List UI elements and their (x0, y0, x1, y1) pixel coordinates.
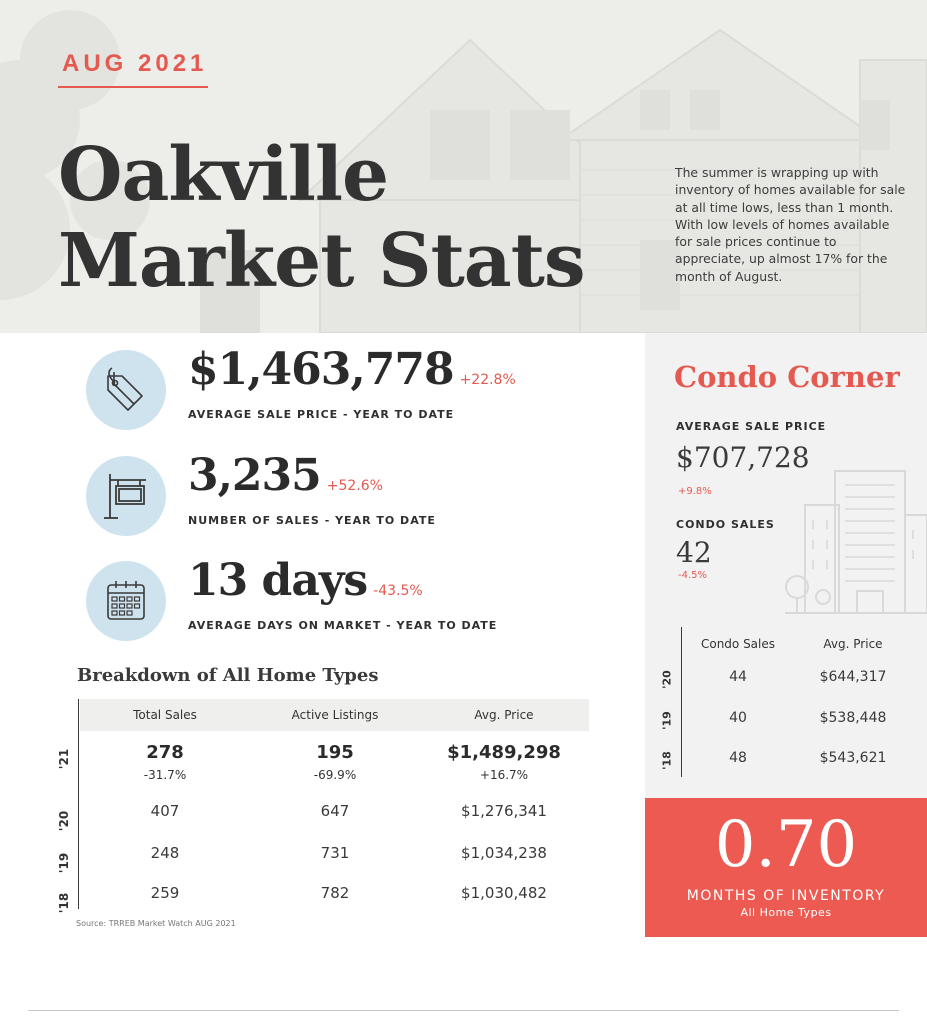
condo-sales-change: -4.5% (678, 570, 708, 581)
intro-paragraph: The summer is wrapping up with inventory… (675, 165, 906, 284)
table-cell: 195 (316, 742, 354, 763)
page-title: Oakville Market Stats (58, 132, 586, 304)
page-title-line2: Market Stats (58, 218, 586, 304)
stat-label: AVERAGE SALE PRICE - YEAR TO DATE (188, 408, 455, 421)
table-cell: 407 (150, 802, 180, 820)
table-cell: 647 (320, 802, 350, 820)
stat-number: 3,235 (188, 450, 322, 501)
condo-sales-label: CONDO SALES (676, 518, 775, 531)
column-header: Condo Sales (700, 637, 776, 651)
table-cell: $644,317 (819, 669, 887, 685)
table-cell: 48 (729, 750, 747, 766)
stat-label: AVERAGE DAYS ON MARKET - YEAR TO DATE (188, 619, 498, 632)
stat-value: 13 days -43.5% (188, 555, 423, 606)
condo-corner-title: Condo Corner (674, 360, 900, 394)
stat-average-sale-price: $1,463,778 +22.8% AVERAGE SALE PRICE - YE… (86, 344, 626, 432)
table-row: '20 44 $644,317 (645, 667, 927, 707)
table-cell: 40 (729, 710, 747, 726)
column-header: Avg. Price (474, 708, 534, 722)
stat-days-on-market: 13 days -43.5% AVERAGE DAYS ON MARKET - Y… (86, 555, 626, 643)
hero-banner: AUG 2021 Oakville Market Stats The summe… (0, 0, 927, 333)
inventory-value: 0.70 (714, 808, 858, 882)
condo-sales-value: 42 (676, 536, 712, 569)
column-header: Active Listings (291, 708, 379, 722)
cell-change: -31.7% (143, 768, 187, 782)
table-cell: 259 (150, 884, 180, 902)
table-row: '18 48 $543,621 (645, 748, 927, 788)
calendar-icon (86, 561, 166, 641)
stat-value: 3,235 +52.6% (188, 450, 383, 501)
table-row: '21 278 195 $1,489,298 -31.7% -69.9% +16… (57, 740, 589, 782)
table-cell: $543,621 (819, 750, 887, 766)
footer-divider (28, 1010, 899, 1011)
table-row: '20 407 647 $1,276,341 (57, 802, 589, 842)
price-tag-icon (86, 350, 166, 430)
row-year: '19 (57, 852, 71, 874)
table-cell: $1,030,482 (461, 884, 547, 902)
stat-value: $1,463,778 +22.8% (188, 344, 516, 395)
column-header: Avg. Price (823, 637, 883, 651)
stat-number-of-sales: 3,235 +52.6% NUMBER OF SALES - YEAR TO DA… (86, 450, 626, 538)
condo-avg-price-label: AVERAGE SALE PRICE (676, 420, 827, 433)
stat-change: +22.8% (459, 372, 516, 388)
page-title-line1: Oakville (58, 132, 389, 218)
condo-corner-panel: Condo Corner AVERAGE SALE PRICE $707,728… (645, 333, 927, 798)
table-cell: $538,448 (819, 710, 887, 726)
table-axis-rule (78, 699, 79, 909)
table-row: '18 259 782 $1,030,482 (57, 884, 589, 924)
table-cell: $1,276,341 (461, 802, 547, 820)
stat-label: NUMBER OF SALES - YEAR TO DATE (188, 514, 436, 527)
stat-change: +52.6% (326, 478, 383, 494)
months-of-inventory-box: 0.70 MONTHS OF INVENTORY All Home Types (645, 798, 927, 937)
row-year: '20 (660, 670, 674, 689)
inventory-label: MONTHS OF INVENTORY (686, 888, 886, 904)
breakdown-title: Breakdown of All Home Types (77, 665, 379, 686)
date-underline (58, 86, 208, 88)
condo-buildings-icon (785, 470, 927, 614)
table-cell: 782 (320, 884, 350, 902)
row-year: '19 (660, 711, 674, 730)
row-year: '18 (57, 892, 71, 914)
table-cell: 278 (146, 742, 184, 763)
row-year: '21 (57, 748, 71, 770)
condo-table-axis-rule (681, 627, 682, 777)
row-year: '18 (660, 751, 674, 770)
house-photo-background (0, 0, 927, 333)
table-cell: $1,489,298 (447, 742, 561, 763)
report-date-tag: AUG 2021 (62, 50, 208, 77)
breakdown-table-header: Total Sales Active Listings Avg. Price (80, 699, 589, 731)
table-cell: $1,034,238 (461, 844, 547, 862)
table-row: '19 40 $538,448 (645, 708, 927, 748)
inventory-sublabel: All Home Types (740, 906, 832, 919)
table-row: '19 248 731 $1,034,238 (57, 844, 589, 884)
source-note: Source: TRREB Market Watch AUG 2021 (76, 919, 236, 928)
table-cell: 731 (320, 844, 350, 862)
stat-change: -43.5% (373, 583, 423, 599)
stat-number: $1,463,778 (188, 344, 455, 395)
stat-number: 13 days (188, 555, 368, 606)
sale-sign-icon (86, 456, 166, 536)
condo-avg-price-change: +9.8% (678, 486, 712, 497)
table-cell: 44 (729, 669, 747, 685)
cell-change: -69.9% (313, 768, 357, 782)
condo-avg-price-value: $707,728 (676, 441, 810, 474)
cell-change: +16.7% (479, 768, 529, 782)
row-year: '20 (57, 810, 71, 832)
column-header: Total Sales (133, 708, 197, 722)
table-cell: 248 (150, 844, 180, 862)
